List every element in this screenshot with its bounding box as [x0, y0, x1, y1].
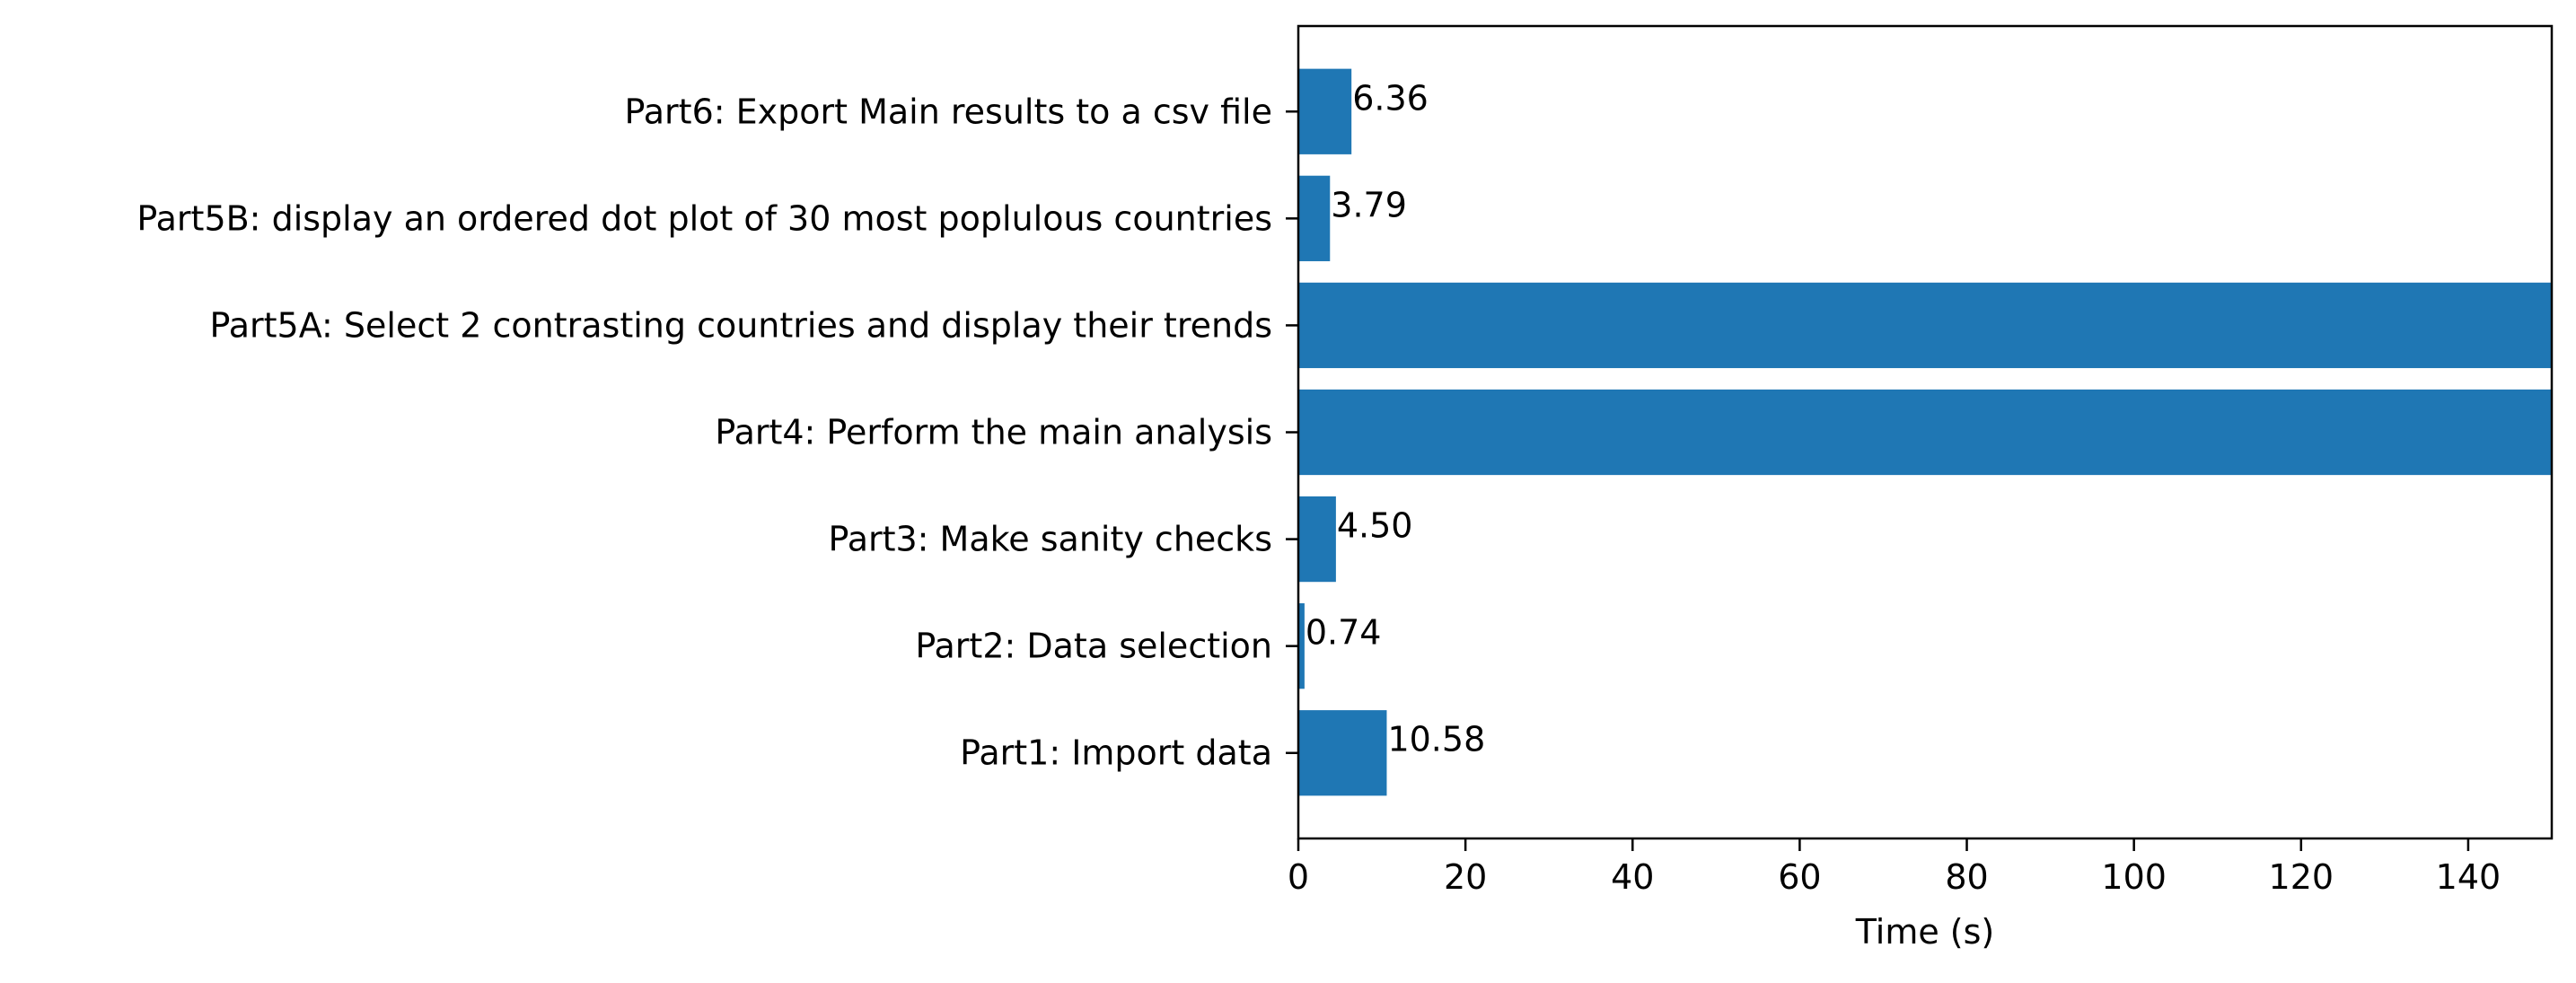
- x-tick-label: 40: [1611, 857, 1654, 897]
- data-label: 3.79: [1331, 185, 1407, 224]
- x-tick-label: 120: [2269, 857, 2334, 897]
- data-label: 4.50: [1337, 506, 1413, 546]
- x-tick-label: 0: [1288, 857, 1309, 897]
- data-labels-layer: 10.58 0.74 4.50 3.79 6.36: [1306, 78, 1485, 759]
- y-tick-label: Part2: Data selection: [915, 627, 1272, 666]
- bar: [1298, 282, 2552, 369]
- data-label: 10.58: [1387, 720, 1485, 759]
- plot-frame: [1297, 24, 2554, 840]
- bar: [1298, 603, 1305, 689]
- x-tick-label: 140: [2436, 857, 2501, 897]
- bar: [1298, 496, 1336, 583]
- bar: [1298, 389, 2552, 476]
- data-label: 0.74: [1306, 613, 1382, 653]
- y-tick-label: Part3: Make sanity checks: [828, 520, 1272, 559]
- y-tick-label: Part5A: Select 2 contrasting countries a…: [210, 305, 1272, 345]
- bar: [1298, 175, 1331, 261]
- x-tick-label: 100: [2101, 857, 2167, 897]
- y-axis: Part1: Import data Part2: Data selection P…: [136, 92, 1298, 773]
- y-tick-label: Part5B: display an ordered dot plot of 3…: [136, 198, 1272, 238]
- x-tick-label: 80: [1945, 857, 1988, 897]
- data-label: 6.36: [1352, 78, 1429, 118]
- y-tick-label: Part6: Export Main results to a csv file: [625, 92, 1272, 131]
- x-axis-label: Time (s): [1855, 912, 1995, 952]
- x-axis: 0 20 40 60 80 100 120 140: [1288, 838, 2501, 897]
- y-tick-label: Part4: Perform the main analysis: [715, 413, 1272, 452]
- x-tick-label: 20: [1444, 857, 1487, 897]
- bar: [1298, 68, 1352, 154]
- y-tick-label: Part1: Import data: [960, 733, 1272, 773]
- bars-layer: [1298, 68, 2552, 796]
- bar: [1298, 710, 1387, 796]
- x-tick-label: 60: [1778, 857, 1821, 897]
